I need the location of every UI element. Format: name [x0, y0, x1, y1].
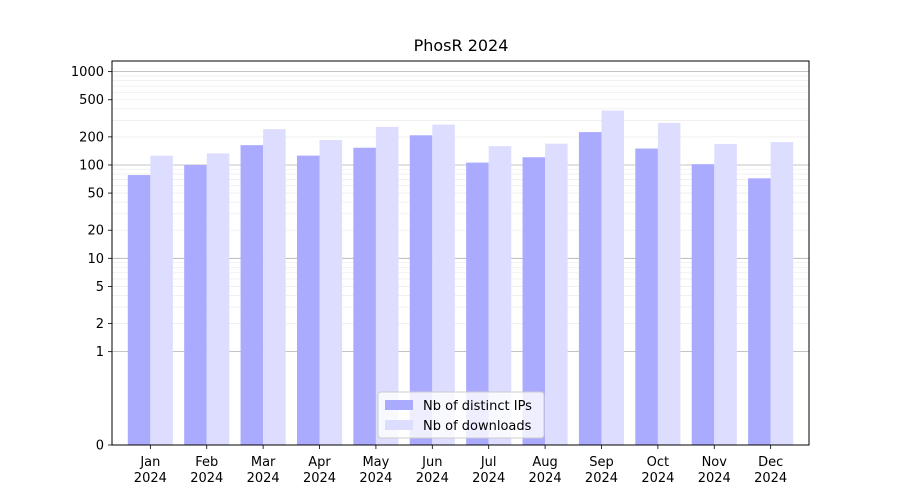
bar-downloads: [206, 153, 230, 445]
bar-downloads: [657, 122, 681, 445]
x-tick-label-month: May: [362, 455, 389, 470]
x-tick-label-month: Nov: [702, 455, 728, 470]
y-tick-label: 20: [87, 224, 104, 239]
bar-distinct-ips: [296, 155, 320, 445]
x-tick-label-year: 2024: [190, 471, 223, 486]
y-tick-label: 500: [79, 93, 104, 108]
bar-downloads: [375, 126, 399, 446]
legend-label: Nb of distinct IPs: [423, 399, 532, 414]
x-tick-label-month: Aug: [532, 455, 557, 470]
legend-swatch: [385, 400, 413, 410]
bar-downloads: [319, 140, 343, 446]
x-tick-label-month: Oct: [647, 455, 669, 470]
x-tick-label-year: 2024: [698, 471, 731, 486]
bar-downloads: [714, 143, 737, 445]
x-tick-label-year: 2024: [359, 471, 392, 486]
x-tick-label-year: 2024: [416, 471, 449, 486]
bar-distinct-ips: [691, 164, 715, 445]
x-tick-label-year: 2024: [754, 471, 787, 486]
y-tick-label: 50: [87, 187, 104, 202]
bar-downloads: [263, 129, 286, 446]
bar-distinct-ips: [578, 132, 602, 446]
x-tick-label-year: 2024: [585, 471, 618, 486]
legend-label: Nb of downloads: [423, 419, 532, 434]
bar-distinct-ips: [748, 178, 771, 445]
x-tick-label-year: 2024: [134, 471, 167, 486]
y-tick-label: 100: [79, 158, 104, 173]
x-tick-label-month: Dec: [758, 455, 783, 470]
bar-distinct-ips: [127, 175, 151, 445]
bar-distinct-ips: [522, 157, 546, 445]
bar-downloads: [545, 143, 568, 445]
y-tick-label: 5: [96, 280, 104, 295]
y-tick-label: 2: [96, 317, 104, 332]
plot-frame: [111, 60, 810, 446]
x-tick-label-year: 2024: [472, 471, 505, 486]
bar-downloads: [432, 124, 455, 445]
y-tick-label: 10: [87, 252, 104, 267]
x-tick-label-month: Jun: [421, 455, 442, 470]
x-tick-label-year: 2024: [247, 471, 280, 486]
bar-distinct-ips: [466, 162, 489, 445]
legend-box: [377, 391, 545, 439]
bar-distinct-ips: [184, 164, 207, 446]
x-tick-label-year: 2024: [641, 471, 674, 486]
y-tick-label: 200: [79, 130, 104, 145]
x-tick-label-month: Jan: [139, 455, 160, 470]
bars: [127, 110, 794, 446]
bar-downloads: [770, 142, 794, 445]
bar-downloads: [488, 146, 512, 445]
x-tick-label-month: Apr: [308, 455, 331, 470]
x-tick-label-month: Feb: [195, 455, 218, 470]
axes: Jan2024Feb2024Mar2024Apr2024May2024Jun20…: [71, 60, 810, 486]
legend-swatch: [385, 420, 413, 430]
y-tick-label: 1: [96, 345, 104, 360]
x-tick-label-month: Sep: [589, 455, 614, 470]
bar-downloads: [601, 110, 625, 445]
bar-distinct-ips: [240, 145, 264, 445]
bar-downloads: [150, 155, 173, 445]
legend: Nb of distinct IPs Nb of downloads: [377, 391, 545, 439]
x-tick-label-year: 2024: [303, 471, 336, 486]
bar-distinct-ips: [409, 135, 433, 445]
chart-title: PhosR 2024: [414, 36, 509, 55]
bar-distinct-ips: [635, 148, 658, 445]
bar-distinct-ips: [353, 147, 376, 445]
x-tick-label-month: Mar: [251, 455, 276, 470]
x-tick-label-year: 2024: [529, 471, 562, 486]
x-tick-label-month: Jul: [480, 455, 497, 470]
y-tick-label: 0: [96, 439, 104, 454]
y-tick-label: 1000: [71, 65, 104, 80]
